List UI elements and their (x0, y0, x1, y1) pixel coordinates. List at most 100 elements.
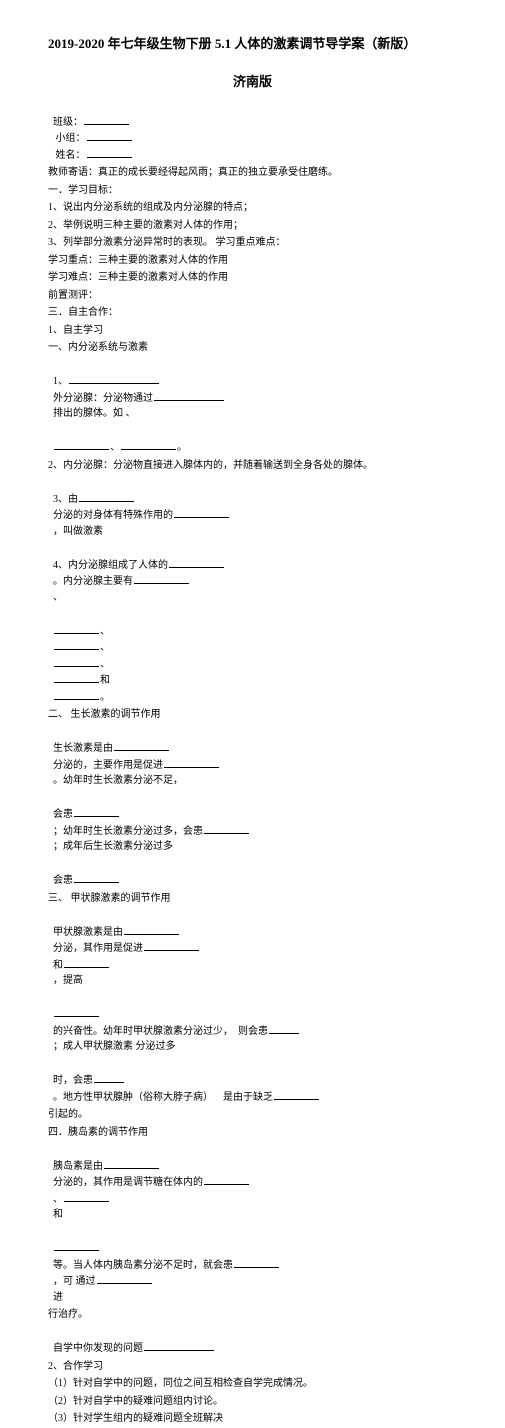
blank[interactable] (54, 439, 109, 450)
blank[interactable] (54, 689, 99, 700)
topic-1: 一、内分泌系统与激素 (48, 340, 457, 356)
blank[interactable] (64, 957, 109, 968)
blank-group[interactable] (87, 130, 132, 141)
q4-b: 。内分泌腺主要有 (53, 576, 133, 587)
q4-c: 、 (53, 592, 63, 603)
q4-a: 4、内分泌腺组成了人体的 (53, 560, 168, 571)
line-class-info: 班级： 小组： 姓名： (48, 98, 457, 163)
topic-4: 四．胰岛素的调节作用 (48, 1125, 457, 1141)
self-question: 自学中你发现的问题 (48, 1325, 457, 1357)
i1c: 、 (53, 1194, 63, 1205)
topic-3: 三、 甲状腺激素的调节作用 (48, 891, 457, 907)
q3-b: 分泌的对身体有特殊作用的 (53, 510, 173, 521)
goal-1: 1、说出内分泌系统的组成及内分泌腺的特点； (48, 200, 457, 216)
blank[interactable] (154, 390, 224, 401)
goal-2: 2、举例说明三种主要的激素对人体的作用； (48, 218, 457, 234)
blank[interactable] (64, 1191, 109, 1202)
blank[interactable] (74, 806, 119, 817)
g1a: 生长激素是由 (53, 743, 113, 754)
i1d: 和 (53, 1209, 63, 1220)
insulin-2: 等。当人体内胰岛素分泌不足时，就会患 ，可 通过 进 (48, 1225, 457, 1306)
i2a: 等。当人体内胰岛素分泌不足时，就会患 (53, 1260, 233, 1271)
t1a: 甲状腺激素是由 (53, 927, 123, 938)
s1: 、 (100, 626, 110, 637)
blank[interactable] (54, 639, 99, 650)
sq-text: 自学中你发现的问题 (53, 1343, 143, 1354)
g2a: 会患 (53, 809, 73, 820)
label-name: 姓名： (53, 150, 86, 161)
blank[interactable] (54, 672, 99, 683)
i1a: 胰岛素是由 (53, 1161, 103, 1172)
blank[interactable] (54, 1240, 99, 1251)
i2b: ，可 通过 (53, 1276, 96, 1287)
blank[interactable] (54, 656, 99, 667)
blank[interactable] (174, 507, 229, 518)
blank[interactable] (234, 1257, 279, 1268)
thyroid-4: 引起的。 (48, 1107, 457, 1123)
q2: 2、内分泌腺：分泌物直接进入腺体内的，并随着输送到全身各处的腺体。 (48, 458, 457, 474)
blank[interactable] (169, 557, 224, 568)
coop-2: （2）针对自学中的疑难问题组内讨论。 (48, 1394, 457, 1410)
label-group: 小组： (53, 133, 86, 144)
goal-3: 3、列举部分激素分泌异常时的表现。 学习重点难点： (48, 235, 457, 251)
t1b: 分泌，其作用是促进 (53, 943, 143, 954)
blank-name[interactable] (87, 147, 132, 158)
q3: 3、由 分泌的对身体有特殊作用的 ，叫做激素 (48, 475, 457, 539)
period: 。 (177, 442, 187, 453)
doc-title: 2019-2020 年七年级生物下册 5.1 人体的激素调节导学案（新版） (48, 34, 457, 54)
t3a: 时，会患 (53, 1075, 93, 1086)
blank[interactable] (134, 573, 189, 584)
blank[interactable] (204, 823, 249, 834)
t3b: 。地方性甲状腺肿（俗称大脖子病） 是由于缺乏 (53, 1092, 273, 1103)
q4-line2: 、 、 、 和 。 (48, 607, 457, 705)
pretest: 前置测评： (48, 288, 457, 304)
s5: 。 (100, 692, 110, 703)
blank[interactable] (94, 1072, 124, 1083)
blank[interactable] (144, 1340, 214, 1351)
coop-study: 2、合作学习 (48, 1359, 457, 1375)
q1-line1: 1、 外分泌腺：分泌物通过 排出的腺体。如 、 (48, 358, 457, 422)
blank[interactable] (144, 940, 199, 951)
blank[interactable] (269, 1023, 299, 1034)
s2: 、 (100, 642, 110, 653)
blank-class[interactable] (84, 114, 129, 125)
thyroid-1: 甲状腺激素是由 分泌，其作用是促进 和 ，提高 (48, 908, 457, 989)
t2a: 的兴奋性。幼年时甲状腺激素分泌过少， 则会患 (53, 1026, 268, 1037)
g1c: 。幼年时生长激素分泌不足， (53, 775, 183, 786)
section-goals: 一．学习目标： (48, 183, 457, 199)
sep: 、 (110, 442, 120, 453)
self-study: 1、自主学习 (48, 323, 457, 339)
g2b: ；幼年时生长激素分泌过多，会患 (53, 826, 203, 837)
blank[interactable] (274, 1089, 319, 1100)
blank[interactable] (79, 491, 134, 502)
section-coop: 三．自主合作： (48, 305, 457, 321)
q1-text1: 外分泌腺：分泌物通过 (53, 393, 153, 404)
blank[interactable] (204, 1174, 249, 1185)
label-class: 班级： (53, 117, 83, 128)
blank[interactable] (54, 623, 99, 634)
q1-text2: 排出的腺体。如 、 (53, 408, 136, 419)
blank[interactable] (104, 1158, 159, 1169)
blank[interactable] (74, 872, 119, 883)
blank[interactable] (124, 924, 179, 935)
blank[interactable] (54, 1006, 99, 1017)
growth-1: 生长激素是由 分泌的，主要作用是促进 。幼年时生长激素分泌不足， (48, 725, 457, 789)
blank[interactable] (69, 373, 159, 384)
q4-line1: 4、内分泌腺组成了人体的 。内分泌腺主要有 、 (48, 541, 457, 605)
thyroid-2: 的兴奋性。幼年时甲状腺激素分泌过少， 则会患 ；成人甲状腺激素 分泌过多 (48, 991, 457, 1055)
blank[interactable] (164, 757, 219, 768)
insulin-3: 行治疗。 (48, 1307, 457, 1323)
thyroid-3: 时，会患 。地方性甲状腺肿（俗称大脖子病） 是由于缺乏 (48, 1057, 457, 1106)
topic-2: 二、 生长激素的调节作用 (48, 707, 457, 723)
blank[interactable] (114, 740, 169, 751)
teacher-message: 教师寄语：真正的成长要经得起风雨；真正的独立要承受住磨练。 (48, 165, 457, 181)
blank[interactable] (121, 439, 176, 450)
blank[interactable] (97, 1273, 152, 1284)
t1d: ，提高 (53, 975, 83, 986)
g1b: 分泌的，主要作用是促进 (53, 760, 163, 771)
growth-2: 会患 ；幼年时生长激素分泌过多，会患 ；成年后生长激素分泌过多 (48, 791, 457, 855)
coop-1: （1）针对自学中的问题，同位之间互相检查自学完成情况。 (48, 1376, 457, 1392)
coop-3: （3）针对学生组内的疑难问题全班解决 (48, 1411, 457, 1427)
g2c: ；成年后生长激素分泌过多 (53, 841, 173, 852)
q3-a: 3、由 (53, 494, 78, 505)
